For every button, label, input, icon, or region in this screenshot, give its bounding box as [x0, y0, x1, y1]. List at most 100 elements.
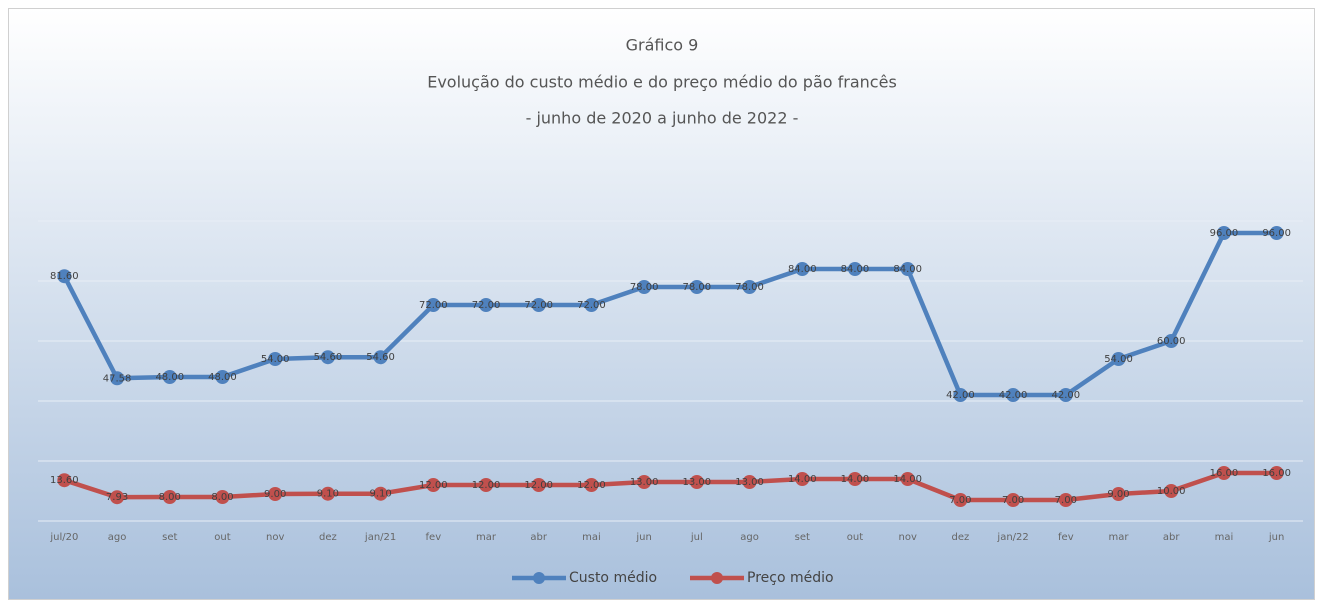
x-tick-label: jun	[635, 532, 651, 543]
data-label: 7.93	[106, 492, 128, 503]
chart-title: Gráfico 9	[626, 36, 699, 55]
data-label: 84.00	[841, 264, 870, 275]
data-label: 78.00	[630, 282, 659, 293]
data-label: 42.00	[946, 390, 975, 401]
x-tick-label: ago	[740, 532, 759, 543]
data-label: 48.00	[155, 372, 184, 383]
data-point	[953, 388, 968, 402]
data-label: 54.00	[261, 354, 290, 365]
data-point	[1269, 466, 1284, 480]
data-label: 9.00	[1107, 489, 1129, 500]
x-tick-label: out	[214, 532, 230, 543]
data-point	[531, 478, 546, 492]
data-label: 72.00	[419, 300, 448, 311]
x-tick-label: nov	[266, 532, 284, 543]
data-point	[742, 475, 757, 489]
data-label: 78.00	[683, 282, 712, 293]
legend-marker	[711, 572, 723, 584]
data-label: 9.00	[264, 489, 286, 500]
legend-label: Preço médio	[747, 570, 834, 586]
data-point	[847, 262, 862, 276]
x-tick-label: out	[847, 532, 863, 543]
x-tick-label: jul	[690, 532, 703, 543]
data-point	[1111, 352, 1126, 366]
data-label: 72.00	[524, 300, 553, 311]
x-tick-label: set	[795, 532, 810, 543]
data-label: 16.00	[1210, 468, 1239, 479]
data-label: 9.10	[317, 489, 339, 500]
data-point	[900, 262, 915, 276]
chart-title: Evolução do custo médio e do preço médio…	[427, 73, 897, 92]
data-point	[426, 478, 441, 492]
data-point	[637, 475, 652, 489]
data-point	[1006, 388, 1021, 402]
data-point	[373, 486, 388, 501]
data-point	[479, 478, 494, 492]
data-label: 14.00	[788, 474, 817, 485]
data-label: 42.00	[999, 390, 1028, 401]
data-label: 12.00	[577, 480, 606, 491]
data-point	[637, 280, 652, 294]
data-label: 8.00	[211, 492, 233, 503]
data-label: 60.00	[1157, 336, 1186, 347]
data-point	[215, 490, 230, 504]
data-point	[584, 478, 599, 492]
chart-title: - junho de 2020 a junho de 2022 -	[526, 109, 799, 128]
data-point	[900, 472, 915, 486]
x-tick-label: jan/22	[996, 532, 1028, 543]
data-point	[268, 352, 283, 366]
data-label: 7.00	[1002, 495, 1024, 506]
data-label: 13.00	[735, 477, 764, 488]
data-point	[847, 472, 862, 486]
data-label: 48.00	[208, 372, 237, 383]
data-label: 84.00	[788, 264, 817, 275]
x-tick-label: abr	[530, 532, 547, 543]
data-label: 72.00	[472, 300, 501, 311]
data-point	[162, 370, 177, 384]
data-point	[1006, 493, 1021, 507]
data-label: 96.00	[1262, 228, 1291, 239]
data-point	[268, 487, 283, 501]
series-line	[63, 470, 1277, 503]
x-tick-label: fev	[1058, 532, 1074, 543]
x-tick-label: ago	[108, 532, 127, 543]
x-tick-label: mar	[1109, 532, 1130, 543]
data-label: 72.00	[577, 300, 606, 311]
data-label: 13.60	[50, 475, 79, 486]
data-label: 13.00	[630, 477, 659, 488]
legend-label: Custo médio	[569, 570, 657, 586]
data-point	[162, 490, 177, 504]
data-point	[215, 370, 230, 384]
data-point	[373, 350, 388, 365]
data-point	[479, 298, 494, 312]
data-label: 12.00	[419, 480, 448, 491]
data-label: 7.00	[1055, 495, 1077, 506]
x-tick-label: mai	[1215, 532, 1234, 543]
data-point	[795, 262, 810, 276]
data-point	[1216, 466, 1231, 480]
series-line	[62, 230, 1277, 398]
data-point	[953, 493, 968, 507]
data-label: 54.60	[314, 352, 343, 363]
data-label: 10.00	[1157, 486, 1186, 497]
data-label: 42.00	[1051, 390, 1080, 401]
x-tick-label: jul/20	[49, 532, 78, 543]
data-label: 78.00	[735, 282, 764, 293]
data-label: 47.58	[103, 373, 132, 384]
data-label: 7.00	[949, 495, 971, 506]
data-point	[795, 472, 810, 486]
data-point	[110, 490, 125, 505]
data-point	[584, 298, 599, 312]
legend-marker	[533, 572, 545, 584]
data-point	[426, 298, 441, 312]
data-label: 9.10	[369, 489, 391, 500]
data-point	[320, 486, 335, 501]
data-label: 12.00	[524, 480, 553, 491]
data-point	[110, 371, 125, 386]
data-point	[57, 473, 72, 488]
data-label: 54.60	[366, 352, 395, 363]
x-tick-label: mai	[582, 532, 601, 543]
data-label: 81.60	[50, 271, 79, 282]
data-label: 14.00	[893, 474, 922, 485]
data-point	[742, 280, 757, 294]
